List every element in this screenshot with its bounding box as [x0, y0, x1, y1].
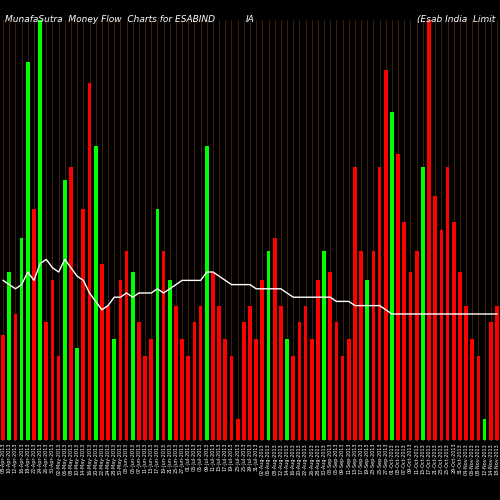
Bar	[76, 348, 79, 440]
Bar	[322, 251, 326, 440]
Bar	[273, 238, 276, 440]
Bar	[156, 209, 160, 440]
Bar	[360, 251, 363, 440]
Bar	[118, 280, 122, 440]
Bar	[384, 70, 388, 440]
Bar	[44, 322, 48, 440]
Bar	[470, 339, 474, 440]
Bar	[304, 306, 308, 440]
Bar	[446, 167, 450, 440]
Bar	[26, 62, 30, 440]
Bar	[310, 339, 314, 440]
Bar	[495, 306, 499, 440]
Bar	[205, 146, 208, 440]
Bar	[218, 306, 221, 440]
Bar	[340, 356, 344, 440]
Bar	[408, 272, 412, 440]
Bar	[347, 339, 350, 440]
Bar	[366, 280, 369, 440]
Text: IA: IA	[246, 15, 254, 24]
Bar	[112, 339, 116, 440]
Bar	[396, 154, 400, 440]
Bar	[482, 419, 486, 440]
Bar	[279, 306, 282, 440]
Bar	[186, 356, 190, 440]
Bar	[260, 280, 264, 440]
Bar	[476, 356, 480, 440]
Bar	[137, 322, 140, 440]
Bar	[63, 180, 66, 440]
Bar	[57, 356, 60, 440]
Bar	[230, 356, 234, 440]
Bar	[88, 83, 92, 440]
Bar	[248, 306, 252, 440]
Bar	[69, 167, 73, 440]
Bar	[434, 196, 437, 440]
Bar	[489, 322, 492, 440]
Text: MunafaSutra  Money Flow  Charts for ESABIND: MunafaSutra Money Flow Charts for ESABIN…	[5, 15, 215, 24]
Bar	[254, 339, 258, 440]
Bar	[298, 322, 301, 440]
Bar	[464, 306, 468, 440]
Bar	[100, 264, 103, 440]
Bar	[458, 272, 462, 440]
Bar	[211, 272, 215, 440]
Bar	[8, 272, 11, 440]
Bar	[328, 272, 332, 440]
Bar	[334, 322, 338, 440]
Bar	[106, 306, 110, 440]
Bar	[14, 314, 18, 440]
Bar	[242, 322, 246, 440]
Bar	[199, 306, 202, 440]
Bar	[124, 251, 128, 440]
Bar	[440, 230, 443, 440]
Bar	[32, 209, 36, 440]
Bar	[20, 238, 24, 440]
Bar	[292, 356, 295, 440]
Bar	[353, 167, 357, 440]
Bar	[131, 272, 134, 440]
Bar	[427, 20, 431, 440]
Bar	[1, 335, 5, 440]
Bar	[285, 339, 289, 440]
Bar	[50, 280, 54, 440]
Bar	[378, 167, 382, 440]
Bar	[143, 356, 147, 440]
Bar	[421, 167, 424, 440]
Bar	[174, 306, 178, 440]
Bar	[372, 251, 376, 440]
Bar	[82, 209, 85, 440]
Bar	[316, 280, 320, 440]
Bar	[224, 339, 227, 440]
Bar	[415, 251, 418, 440]
Bar	[452, 222, 456, 440]
Bar	[236, 419, 240, 440]
Bar	[150, 339, 153, 440]
Bar	[180, 339, 184, 440]
Bar	[38, 20, 42, 440]
Bar	[402, 222, 406, 440]
Bar	[94, 146, 98, 440]
Text: (Esab India  Limit: (Esab India Limit	[417, 15, 495, 24]
Bar	[390, 112, 394, 440]
Bar	[162, 251, 166, 440]
Bar	[266, 251, 270, 440]
Bar	[168, 280, 172, 440]
Bar	[192, 322, 196, 440]
